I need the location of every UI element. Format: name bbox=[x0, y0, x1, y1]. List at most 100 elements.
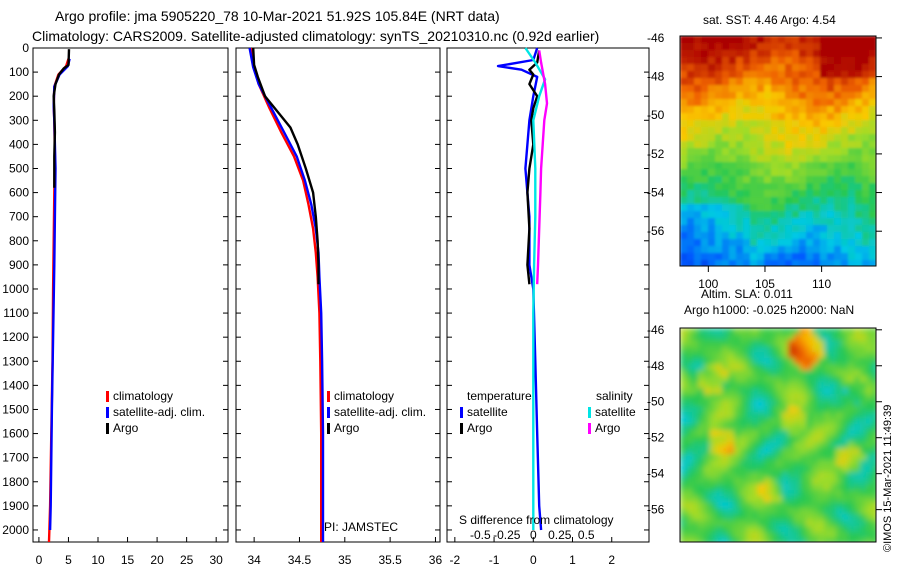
sla-cell bbox=[686, 352, 693, 359]
sla-cell bbox=[842, 406, 849, 413]
sla-cell bbox=[728, 412, 735, 419]
sla-cell bbox=[782, 388, 789, 395]
sla-cell bbox=[716, 496, 723, 503]
sst-cell bbox=[694, 148, 702, 156]
legend-swatch-temp-argo bbox=[460, 423, 463, 434]
sst-cell bbox=[834, 253, 842, 261]
sla-cell bbox=[728, 376, 735, 383]
sla-cell bbox=[818, 520, 825, 527]
sla-cell bbox=[740, 328, 747, 335]
sla-cell bbox=[800, 382, 807, 389]
sst-cell bbox=[743, 253, 751, 261]
sst-cell bbox=[799, 120, 807, 128]
sla-cell bbox=[854, 508, 861, 515]
sst-cell bbox=[764, 78, 772, 86]
sst-cell bbox=[792, 183, 800, 191]
sst-cell bbox=[680, 43, 688, 51]
sla-cell bbox=[752, 376, 759, 383]
sla-cell bbox=[764, 418, 771, 425]
sla-cell bbox=[860, 424, 867, 431]
sla-cell bbox=[866, 418, 873, 425]
sst-cell bbox=[855, 113, 863, 121]
sst-cell bbox=[680, 190, 688, 198]
sla-cell bbox=[788, 358, 795, 365]
sst-cell bbox=[792, 127, 800, 135]
sla-cell bbox=[812, 358, 819, 365]
sst-cell bbox=[750, 71, 758, 79]
sst-cell bbox=[771, 176, 779, 184]
sst-cell bbox=[722, 190, 730, 198]
sla-cell bbox=[806, 538, 813, 542]
depth-tick-label: 1100 bbox=[3, 306, 29, 320]
sla-cell bbox=[836, 370, 843, 377]
sst-cell bbox=[792, 148, 800, 156]
sla-cell bbox=[842, 388, 849, 395]
sla-cell bbox=[788, 388, 795, 395]
sst-cell bbox=[708, 113, 716, 121]
sst-cell bbox=[757, 120, 765, 128]
sst-cell bbox=[757, 183, 765, 191]
sla-cell bbox=[716, 484, 723, 491]
sla-cell bbox=[734, 412, 741, 419]
sla-cell bbox=[824, 526, 831, 533]
sla-cell bbox=[728, 406, 735, 413]
sla-cell bbox=[722, 388, 729, 395]
legend-swatch-argo bbox=[327, 423, 330, 434]
sla-cell bbox=[752, 340, 759, 347]
sst-cell bbox=[834, 148, 842, 156]
sst-cell bbox=[694, 225, 702, 233]
sla-cell bbox=[770, 388, 777, 395]
legend-swatch-sal-argo bbox=[588, 423, 591, 434]
sst-cell bbox=[750, 253, 758, 261]
x-tick-label: 25 bbox=[180, 553, 194, 567]
sla-cell bbox=[776, 340, 783, 347]
sst-cell bbox=[757, 204, 765, 212]
sla-cell bbox=[860, 364, 867, 371]
sst-cell bbox=[855, 43, 863, 51]
sst-cell bbox=[708, 232, 716, 240]
sst-cell bbox=[834, 64, 842, 72]
sla-cell bbox=[722, 526, 729, 533]
sst-cell bbox=[813, 169, 821, 177]
sla-cell bbox=[794, 364, 801, 371]
sla-cell bbox=[830, 466, 837, 473]
sst-cell bbox=[729, 232, 737, 240]
sst-cell bbox=[792, 211, 800, 219]
sla-cell bbox=[764, 484, 771, 491]
sst-cell bbox=[708, 148, 716, 156]
sst-cell bbox=[736, 253, 744, 261]
sla-cell bbox=[692, 364, 699, 371]
sla-cell bbox=[812, 502, 819, 509]
sst-cell bbox=[701, 36, 709, 44]
difference-depth-ticks bbox=[447, 47, 649, 531]
sst-cell bbox=[680, 106, 688, 114]
sla-cell bbox=[758, 508, 765, 515]
sst-cell bbox=[848, 64, 856, 72]
sla-cell bbox=[746, 526, 753, 533]
lat-tick-label: -50 bbox=[647, 108, 665, 122]
sla-cell bbox=[722, 538, 729, 542]
sst-cell bbox=[792, 134, 800, 142]
sst-cell bbox=[869, 218, 876, 226]
sst-cell bbox=[715, 169, 723, 177]
sst-cell bbox=[757, 99, 765, 107]
sla-cell bbox=[716, 328, 723, 335]
sla-cell bbox=[740, 442, 747, 449]
difference-top-ticks: -0.5 -0.25 0 0.25 0.5 bbox=[470, 528, 595, 542]
sla-cell bbox=[836, 514, 843, 521]
sst-cell bbox=[869, 113, 876, 121]
sla-cell bbox=[764, 490, 771, 497]
sst-cell bbox=[722, 120, 730, 128]
sla-cell bbox=[704, 478, 711, 485]
sla-cell bbox=[764, 388, 771, 395]
sla-cell bbox=[830, 364, 837, 371]
sla-cell bbox=[782, 376, 789, 383]
sla-cell bbox=[818, 412, 825, 419]
sla-cell bbox=[872, 334, 876, 341]
sla-cell bbox=[680, 346, 687, 353]
sla-cell bbox=[746, 352, 753, 359]
sst-cell bbox=[729, 239, 737, 247]
sla-cell bbox=[734, 376, 741, 383]
sst-cell bbox=[848, 127, 856, 135]
sst-cell bbox=[764, 99, 772, 107]
